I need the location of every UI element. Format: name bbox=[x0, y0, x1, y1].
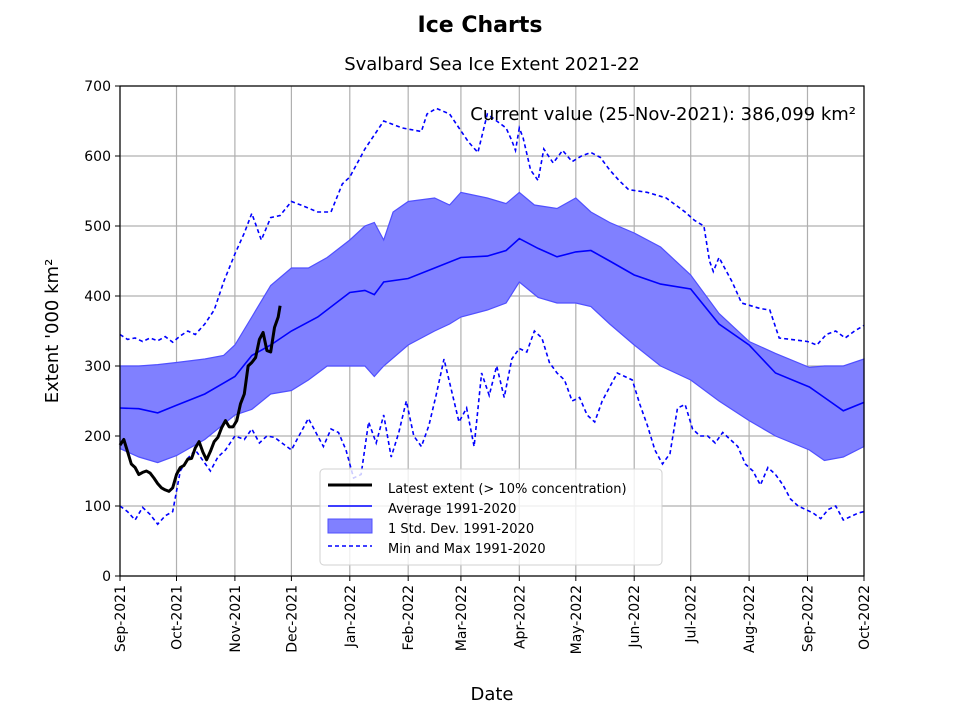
legend-average-label: Average 1991-2020 bbox=[388, 502, 516, 517]
y-tick-label: 300 bbox=[84, 359, 111, 375]
x-tick-label: Sep-2022 bbox=[800, 585, 816, 652]
chart-suptitle: Ice Charts bbox=[418, 13, 543, 38]
x-tick-label: Nov-2021 bbox=[228, 585, 244, 653]
y-tick-label: 200 bbox=[84, 429, 111, 445]
plot-frame bbox=[119, 85, 865, 577]
y-tick-label: 400 bbox=[84, 289, 111, 305]
x-tick-label: Apr-2022 bbox=[512, 585, 528, 649]
minmax-lines-group bbox=[119, 107, 865, 526]
plot-area bbox=[118, 107, 865, 526]
x-tick-label: Oct-2022 bbox=[857, 585, 873, 650]
legend-std-label: 1 Std. Dev. 1991-2020 bbox=[388, 522, 534, 537]
x-axis-ticks: Sep-2021 Oct-2021 Nov-2021 Dec-2021 Jan-2022… bbox=[113, 576, 873, 654]
legend-std-swatch bbox=[327, 518, 373, 534]
x-tick-label: Jun-2022 bbox=[627, 585, 643, 649]
x-tick-label: May-2022 bbox=[569, 585, 585, 654]
max-line bbox=[119, 107, 865, 346]
average-line-group bbox=[119, 237, 865, 414]
y-tick-label: 100 bbox=[84, 499, 111, 515]
y-tick-label: 0 bbox=[102, 569, 111, 585]
legend-latest-label: Latest extent (> 10% concentration) bbox=[388, 482, 627, 497]
std-dev-band bbox=[119, 191, 865, 464]
legend-minmax-label: Min and Max 1991-2020 bbox=[388, 542, 546, 557]
average-line bbox=[119, 237, 865, 414]
y-axis-label: Extent '000 km² bbox=[42, 259, 63, 404]
legend-box bbox=[319, 468, 663, 566]
x-tick-label: Sep-2021 bbox=[113, 585, 129, 652]
y-tick-label: 600 bbox=[84, 149, 111, 165]
x-axis-label: Date bbox=[470, 684, 513, 705]
y-tick-label: 500 bbox=[84, 219, 111, 235]
x-tick-label: Jul-2022 bbox=[684, 585, 700, 644]
latest-extent-line bbox=[118, 305, 282, 493]
current-value-annotation: Current value (25-Nov-2021): 386,099 km² bbox=[470, 104, 856, 125]
latest-line-group bbox=[118, 305, 282, 493]
x-tick-label: Mar-2022 bbox=[454, 585, 470, 651]
std-band-group bbox=[119, 191, 865, 464]
x-tick-label: Jan-2022 bbox=[343, 585, 359, 648]
x-tick-label: Aug-2022 bbox=[742, 585, 758, 653]
min-line bbox=[119, 329, 865, 526]
chart-title: Svalbard Sea Ice Extent 2021-22 bbox=[344, 54, 640, 75]
y-axis-ticks: 0 100 200 300 400 500 600 700 bbox=[84, 79, 120, 585]
x-tick-label: Feb-2022 bbox=[401, 585, 417, 650]
x-tick-label: Oct-2021 bbox=[170, 585, 186, 650]
legend: Latest extent (> 10% concentration) Aver… bbox=[319, 468, 663, 566]
y-tick-label: 700 bbox=[84, 79, 111, 95]
x-tick-label: Dec-2021 bbox=[284, 585, 300, 653]
